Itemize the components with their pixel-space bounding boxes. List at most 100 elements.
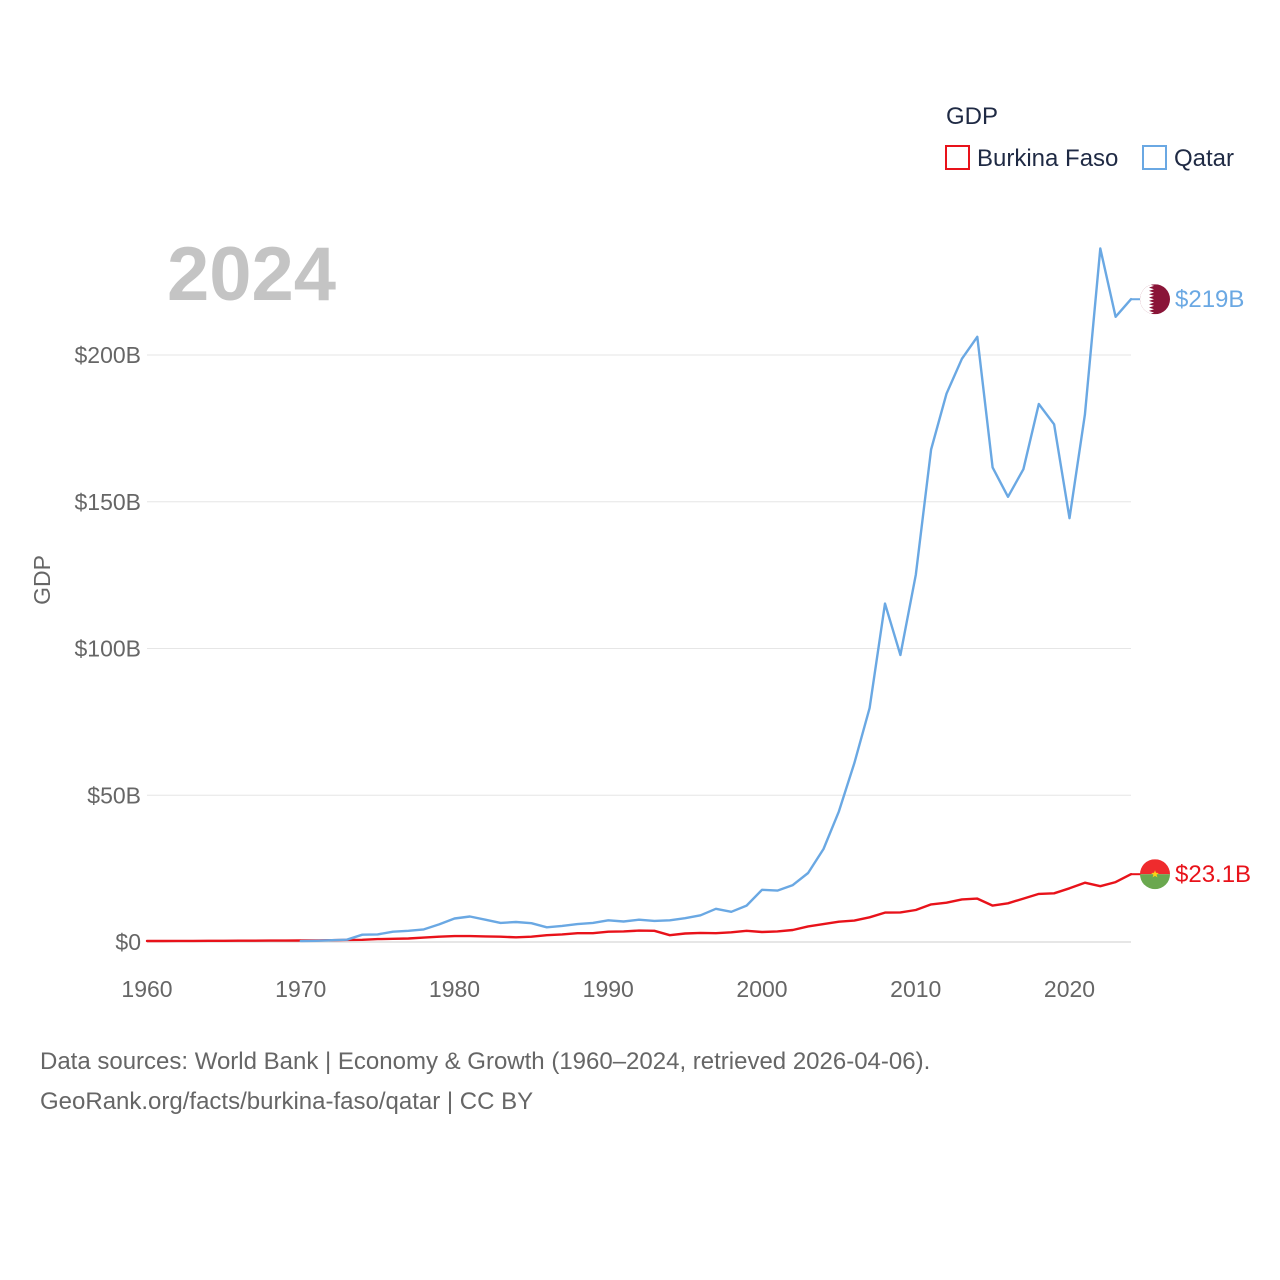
- data-point-burkina-faso-2020: [1067, 886, 1072, 891]
- legend-title: GDP: [946, 103, 998, 130]
- data-point-burkina-faso-1968: [268, 938, 273, 943]
- data-point-qatar-1974: [360, 932, 365, 937]
- x-tick-label: 2010: [890, 976, 941, 1002]
- data-point-qatar-1995: [683, 916, 688, 921]
- data-point-burkina-faso-1966: [237, 938, 242, 943]
- data-point-qatar-2021: [1082, 412, 1087, 417]
- data-point-burkina-faso-2000: [760, 930, 765, 935]
- data-point-burkina-faso-2022: [1098, 884, 1103, 889]
- data-point-qatar-1972: [329, 938, 334, 943]
- data-point-qatar-1988: [575, 922, 580, 927]
- data-point-burkina-faso-1963: [191, 938, 196, 943]
- data-point-qatar-1971: [314, 938, 319, 943]
- data-point-burkina-faso-2023: [1113, 880, 1118, 885]
- data-point-burkina-faso-2019: [1052, 891, 1057, 896]
- data-point-burkina-faso-1981: [467, 934, 472, 939]
- data-point-qatar-1985: [529, 921, 534, 926]
- data-point-qatar-1982: [483, 917, 488, 922]
- data-point-burkina-faso-1976: [391, 936, 396, 941]
- data-point-qatar-2006: [852, 761, 857, 766]
- data-point-qatar-2000: [760, 887, 765, 892]
- data-point-burkina-faso-1991: [621, 929, 626, 934]
- data-point-qatar-2014: [975, 334, 980, 339]
- data-point-burkina-faso-2015: [990, 903, 995, 908]
- data-point-burkina-faso-1960: [145, 939, 150, 944]
- legend-swatch-qatar[interactable]: [1142, 145, 1167, 170]
- source-line-2[interactable]: GeoRank.org/facts/burkina-faso/qatar | C…: [40, 1088, 534, 1115]
- data-point-burkina-faso-2004: [821, 922, 826, 927]
- data-point-burkina-faso-1986: [544, 933, 549, 938]
- data-point-burkina-faso-2008: [883, 910, 888, 915]
- data-point-burkina-faso-1965: [221, 938, 226, 943]
- series-line-qatar[interactable]: [299, 247, 1133, 943]
- data-point-qatar-1992: [637, 917, 642, 922]
- x-tick-label: 1970: [275, 976, 326, 1002]
- data-point-burkina-faso-1990: [606, 929, 611, 934]
- series-end-markers: $23.1B $219B: [1131, 284, 1251, 890]
- data-point-qatar-1979: [437, 922, 442, 927]
- data-point-burkina-faso-2014: [975, 896, 980, 901]
- data-point-burkina-faso-2001: [775, 929, 780, 934]
- data-source-note: Data sources: World Bank | Economy & Gro…: [40, 1042, 1240, 1122]
- data-point-qatar-2015: [990, 465, 995, 470]
- data-point-qatar-2022: [1098, 246, 1103, 251]
- data-point-burkina-faso-2012: [944, 900, 949, 905]
- data-point-qatar-1983: [498, 920, 503, 925]
- y-tick-label: $200B: [74, 342, 141, 368]
- data-point-qatar-1989: [590, 920, 595, 925]
- data-point-qatar-2019: [1052, 422, 1057, 427]
- data-point-qatar-1986: [544, 925, 549, 930]
- data-point-burkina-faso-2017: [1021, 896, 1026, 901]
- data-point-qatar-1996: [698, 913, 703, 918]
- data-point-qatar-2001: [775, 888, 780, 893]
- x-tick-label: 2020: [1044, 976, 1095, 1002]
- legend-label-qatar[interactable]: Qatar: [1174, 145, 1234, 172]
- data-point-burkina-faso-2006: [852, 918, 857, 923]
- data-point-burkina-faso-2011: [929, 902, 934, 907]
- burkina-faso-flag-icon: [1140, 859, 1170, 890]
- x-tick-label: 1980: [429, 976, 480, 1002]
- x-tick-label: 1960: [121, 976, 172, 1002]
- data-point-qatar-1987: [560, 923, 565, 928]
- source-line-1: Data sources: World Bank | Economy & Gro…: [40, 1048, 931, 1075]
- data-point-burkina-faso-2003: [806, 924, 811, 929]
- data-point-qatar-1981: [467, 914, 472, 919]
- legend-swatch-burkina-faso[interactable]: [945, 145, 970, 170]
- data-point-qatar-2007: [867, 706, 872, 711]
- data-point-qatar-1975: [375, 932, 380, 937]
- data-point-burkina-faso-1997: [713, 931, 718, 936]
- y-axis-tick-labels: $0 $50B $100B $150B $200B: [74, 342, 141, 955]
- data-point-burkina-faso-1998: [729, 930, 734, 935]
- data-point-qatar-2017: [1021, 467, 1026, 472]
- x-tick-label: 2000: [736, 976, 787, 1002]
- data-point-burkina-faso-2013: [959, 897, 964, 902]
- data-point-burkina-faso-1988: [575, 931, 580, 936]
- data-point-qatar-2016: [1006, 494, 1011, 499]
- data-point-burkina-faso-2018: [1036, 891, 1041, 896]
- data-point-burkina-faso-1985: [529, 934, 534, 939]
- data-point-qatar-2008: [883, 601, 888, 606]
- y-tick-label: $150B: [74, 489, 141, 515]
- data-point-burkina-faso-2005: [836, 919, 841, 924]
- data-point-qatar-2020: [1067, 516, 1072, 521]
- data-point-qatar-2012: [944, 391, 949, 396]
- y-tick-label: $50B: [87, 782, 141, 808]
- y-tick-label: $100B: [74, 636, 141, 662]
- data-point-qatar-1994: [667, 918, 672, 923]
- data-point-burkina-faso-2007: [867, 915, 872, 920]
- data-point-qatar-2005: [836, 809, 841, 814]
- data-point-qatar-2023: [1113, 314, 1118, 319]
- data-point-burkina-faso-1975: [375, 937, 380, 942]
- data-point-burkina-faso-1974: [360, 937, 365, 942]
- data-point-qatar-1973: [344, 937, 349, 942]
- data-point-qatar-1990: [606, 918, 611, 923]
- end-value-label-burkina-faso: $23.1B: [1175, 861, 1251, 888]
- data-point-burkina-faso-1961: [160, 939, 165, 944]
- grid-lines: [147, 354, 1131, 943]
- data-point-burkina-faso-1993: [652, 928, 657, 933]
- data-point-qatar-1977: [406, 928, 411, 933]
- gdp-line-chart: $0 $50B $100B $150B $200B 1960 1970 1980 1990 20…: [29, 103, 1251, 1002]
- current-year-label: 2024: [167, 232, 336, 317]
- data-point-qatar-2002: [790, 883, 795, 888]
- legend-label-burkina-faso[interactable]: Burkina Faso: [977, 145, 1118, 172]
